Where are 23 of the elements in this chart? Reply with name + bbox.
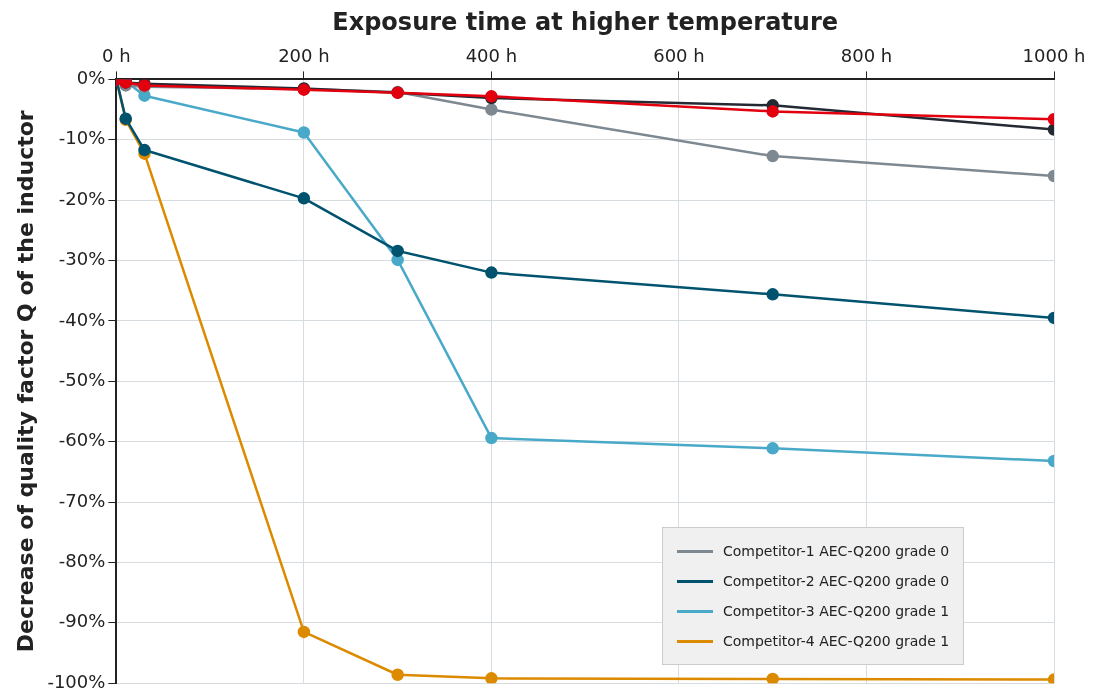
legend-label: Competitor-1 AEC-Q200 grade 0 xyxy=(723,543,950,560)
legend-label: Competitor-4 AEC-Q200 grade 1 xyxy=(723,633,950,650)
x-axis-title: Exposure time at higher temperature xyxy=(332,7,839,36)
x-tick-label: 200 h xyxy=(278,45,330,67)
y-tick-label: -50% xyxy=(58,368,106,390)
x-tick-label: 800 h xyxy=(840,45,893,67)
x-tick-label: 0 h xyxy=(102,45,131,67)
x-tick-label: 600 h xyxy=(653,45,705,67)
y-tick-label: -30% xyxy=(58,248,106,270)
x-tick-label: 400 h xyxy=(465,45,518,67)
y-tick-label: -100% xyxy=(47,670,106,692)
y-tick-label: -20% xyxy=(58,187,106,209)
y-axis-title: Decrease of quality factor Q of the inductor xyxy=(12,110,38,653)
y-tick-label: -60% xyxy=(58,429,106,451)
y-tick-label: -90% xyxy=(58,610,106,632)
legend-label: Competitor-2 AEC-Q200 grade 0 xyxy=(723,573,950,590)
y-tick-label: -80% xyxy=(58,550,106,572)
y-tick-label: 0% xyxy=(76,67,106,89)
y-tick-label: -40% xyxy=(58,308,106,330)
x-tick-label: 1000 h xyxy=(1022,45,1086,67)
y-tick-label: -70% xyxy=(58,489,106,511)
legend-label: Competitor-3 AEC-Q200 grade 1 xyxy=(723,603,950,620)
y-tick-label: -10% xyxy=(58,127,106,149)
